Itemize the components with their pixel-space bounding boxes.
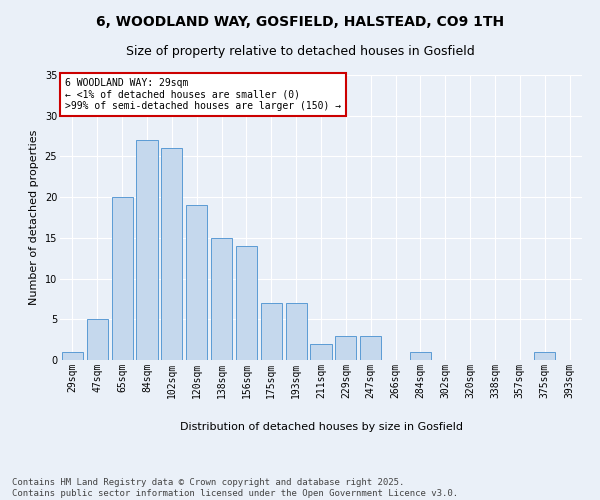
Text: Size of property relative to detached houses in Gosfield: Size of property relative to detached ho… (125, 45, 475, 58)
Bar (410, 352, 431, 360)
Bar (161, 148, 182, 360)
Bar (310, 344, 332, 360)
Bar (211, 238, 232, 360)
Text: Distribution of detached houses by size in Gosfield: Distribution of detached houses by size … (179, 422, 463, 432)
Bar (62, 352, 83, 360)
Text: 6 WOODLAND WAY: 29sqm
← <1% of detached houses are smaller (0)
>99% of semi-deta: 6 WOODLAND WAY: 29sqm ← <1% of detached … (65, 78, 341, 111)
Bar (286, 303, 307, 360)
Bar (534, 352, 555, 360)
Bar (360, 336, 381, 360)
Bar (112, 197, 133, 360)
Y-axis label: Number of detached properties: Number of detached properties (29, 130, 39, 305)
Bar (87, 320, 108, 360)
Bar (335, 336, 356, 360)
Bar (186, 206, 207, 360)
Bar (136, 140, 158, 360)
Bar (261, 303, 282, 360)
Text: Contains HM Land Registry data © Crown copyright and database right 2025.
Contai: Contains HM Land Registry data © Crown c… (12, 478, 458, 498)
Text: 6, WOODLAND WAY, GOSFIELD, HALSTEAD, CO9 1TH: 6, WOODLAND WAY, GOSFIELD, HALSTEAD, CO9… (96, 15, 504, 29)
Bar (236, 246, 257, 360)
